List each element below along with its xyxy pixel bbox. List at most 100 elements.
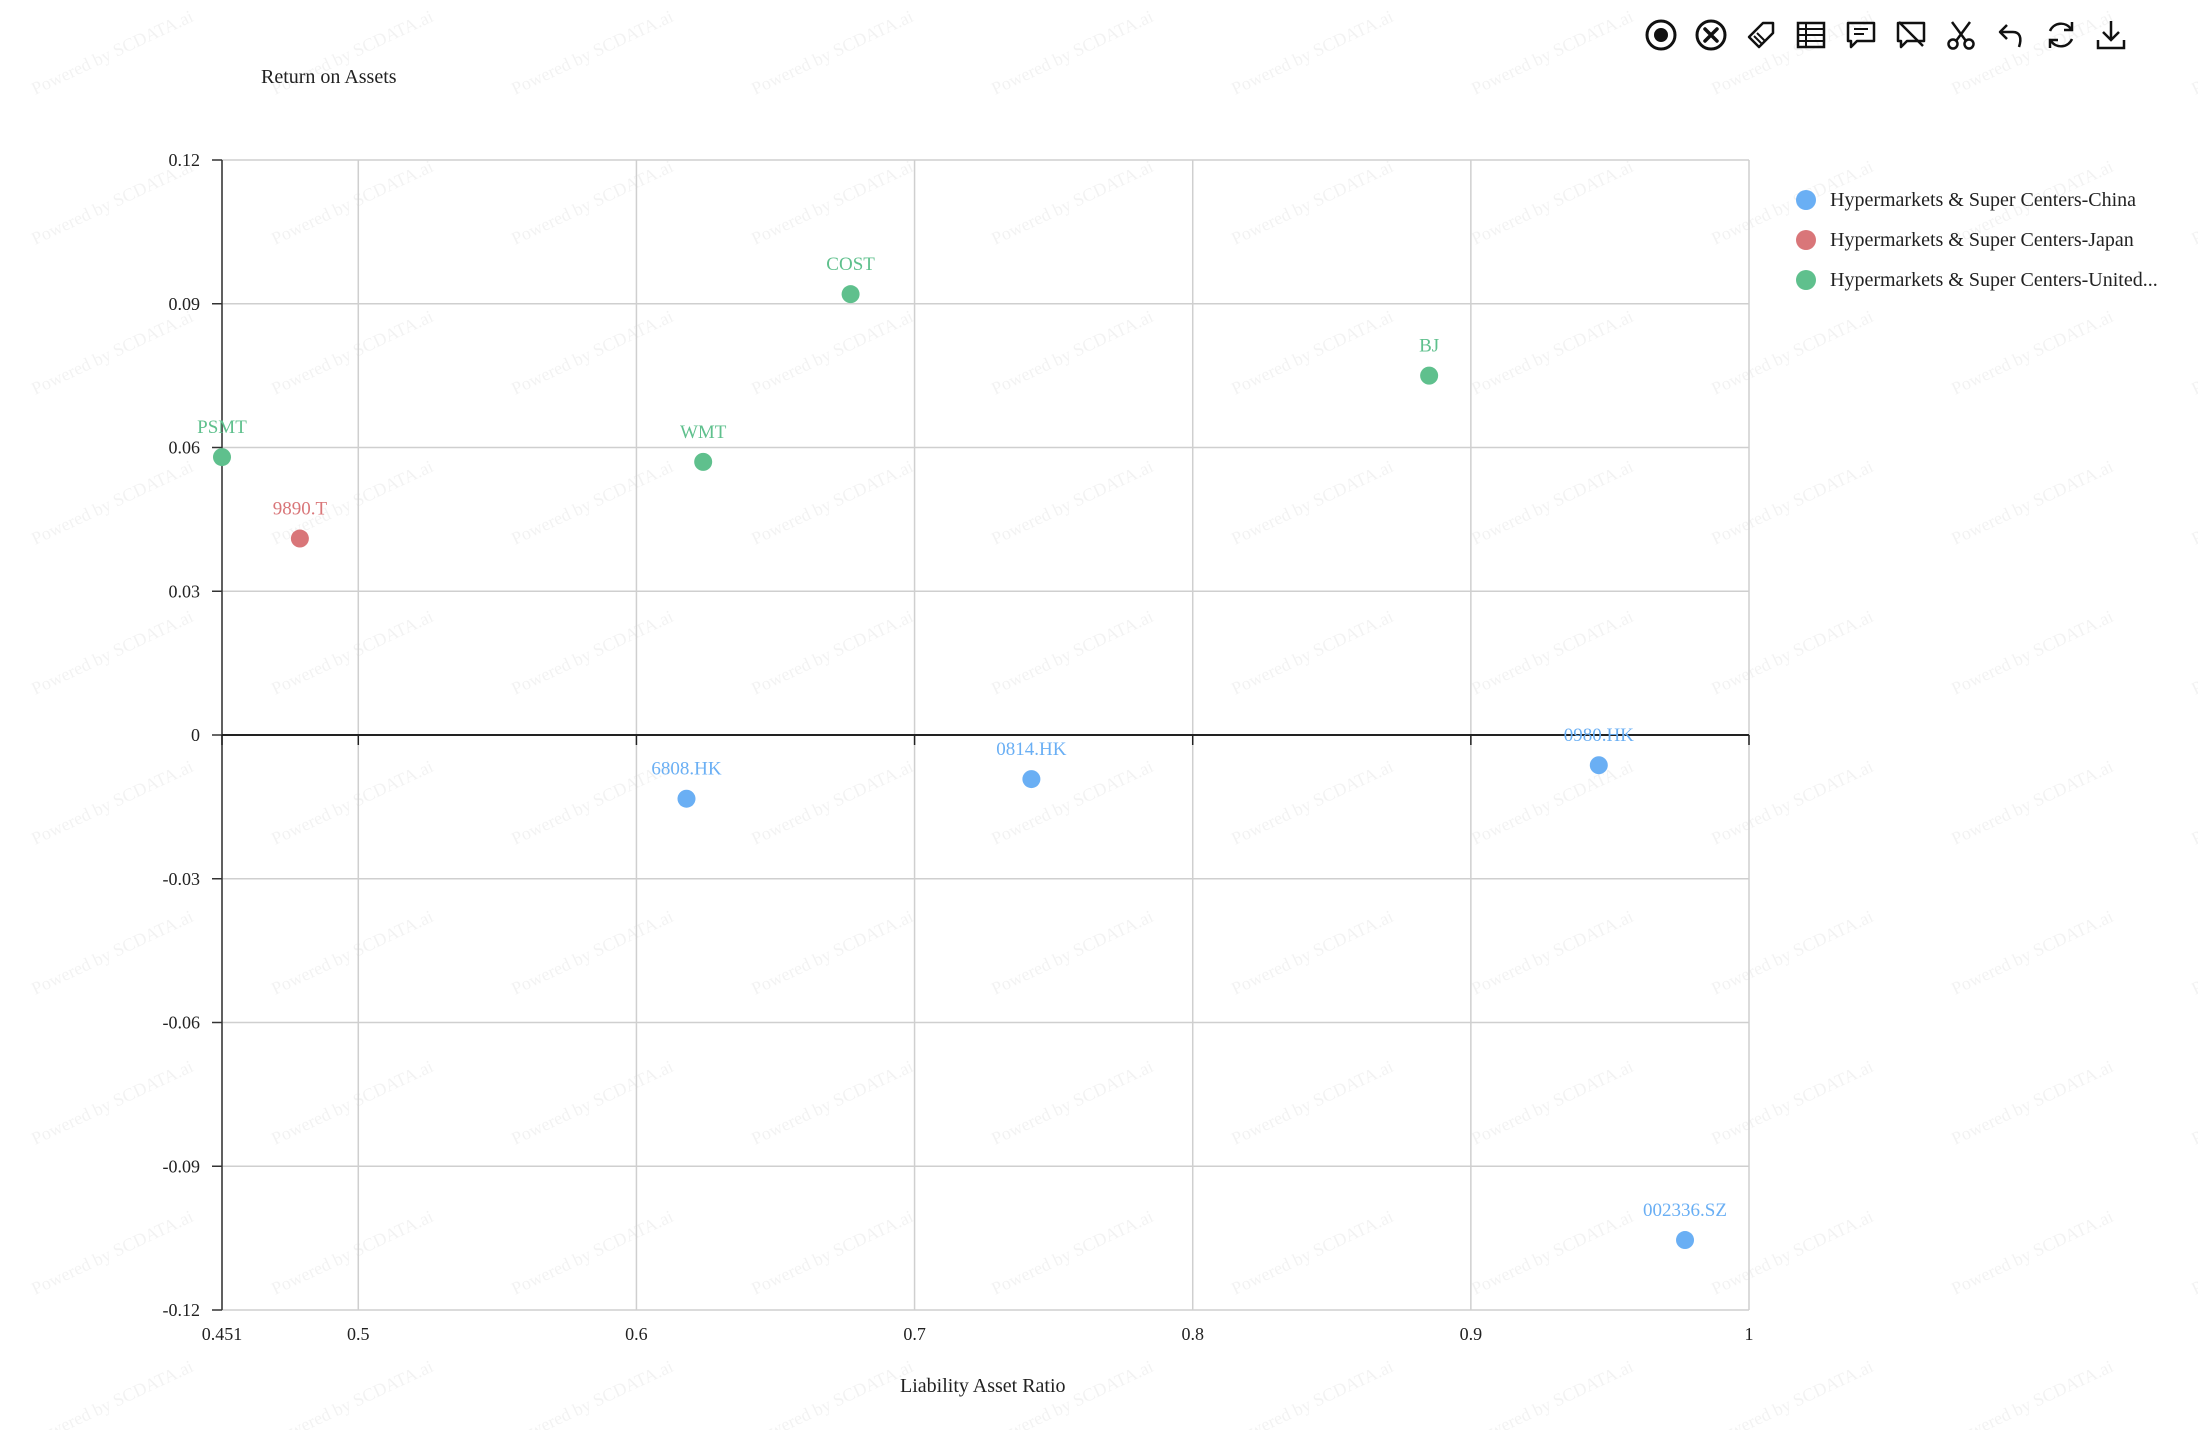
undo-icon[interactable] bbox=[1986, 10, 2036, 60]
data-point[interactable] bbox=[1589, 756, 1608, 775]
watermark-text: Powered by SCDATA.ai bbox=[1948, 756, 2116, 849]
watermark-text: Powered by SCDATA.ai bbox=[2188, 156, 2198, 249]
watermark-text: Powered by SCDATA.ai bbox=[28, 456, 196, 549]
watermark-text: Powered by SCDATA.ai bbox=[748, 1356, 916, 1430]
x-tick-label: 0.8 bbox=[1181, 1324, 1204, 1344]
watermark-text: Powered by SCDATA.ai bbox=[2188, 6, 2198, 99]
y-axis-title: Return on Assets bbox=[261, 66, 397, 88]
target-icon[interactable] bbox=[1636, 10, 1686, 60]
x-tick-label: 0.5 bbox=[347, 1324, 370, 1344]
data-label: COST bbox=[826, 254, 875, 275]
legend-marker bbox=[1796, 230, 1816, 250]
legend-label: Hypermarkets & Super Centers-China bbox=[1830, 188, 2137, 211]
data-label: 0980.HK bbox=[1564, 725, 1634, 746]
watermark-text: Powered by SCDATA.ai bbox=[1708, 756, 1876, 849]
data-point[interactable] bbox=[841, 285, 860, 304]
legend-marker bbox=[1796, 270, 1816, 290]
watermark-text: Powered by SCDATA.ai bbox=[268, 306, 436, 399]
watermark-text: Powered by SCDATA.ai bbox=[1708, 906, 1876, 999]
y-tick-label: 0.03 bbox=[169, 581, 201, 601]
x-axis-title: Liability Asset Ratio bbox=[900, 1375, 1066, 1397]
watermark-text: Powered by SCDATA.ai bbox=[748, 1206, 916, 1299]
data-label: 0814.HK bbox=[996, 739, 1066, 760]
download-icon[interactable] bbox=[2086, 10, 2136, 60]
watermark-text: Powered by SCDATA.ai bbox=[748, 1056, 916, 1149]
tag-icon[interactable] bbox=[1736, 10, 1786, 60]
watermark-text: Powered by SCDATA.ai bbox=[1228, 606, 1396, 699]
data-point[interactable] bbox=[1420, 366, 1439, 385]
watermark-text: Powered by SCDATA.ai bbox=[268, 1056, 436, 1149]
data-point[interactable] bbox=[694, 452, 713, 471]
watermark-text: Powered by SCDATA.ai bbox=[1708, 1356, 1876, 1430]
x-tick-label: 0.9 bbox=[1460, 1324, 1483, 1344]
watermark-text: Powered by SCDATA.ai bbox=[1948, 306, 2116, 399]
watermark-text: Powered by SCDATA.ai bbox=[2188, 756, 2198, 849]
data-point[interactable] bbox=[1676, 1231, 1695, 1250]
watermark-text: Powered by SCDATA.ai bbox=[1468, 606, 1636, 699]
watermark-text: Powered by SCDATA.ai bbox=[268, 1356, 436, 1430]
legend-item[interactable]: Hypermarkets & Super Centers-Japan bbox=[1796, 220, 2158, 260]
watermark-text: Powered by SCDATA.ai bbox=[2188, 306, 2198, 399]
watermark-text: Powered by SCDATA.ai bbox=[1708, 1056, 1876, 1149]
watermark-text: Powered by SCDATA.ai bbox=[1228, 756, 1396, 849]
watermark-text: Powered by SCDATA.ai bbox=[988, 1206, 1156, 1299]
data-point[interactable] bbox=[1022, 770, 1041, 789]
watermark-text: Powered by SCDATA.ai bbox=[748, 306, 916, 399]
watermark-text: Powered by SCDATA.ai bbox=[2188, 456, 2198, 549]
legend-label: Hypermarkets & Super Centers-United... bbox=[1830, 268, 2158, 291]
table-icon[interactable] bbox=[1786, 10, 1836, 60]
watermark-text: Powered by SCDATA.ai bbox=[1708, 306, 1876, 399]
watermark-text: Powered by SCDATA.ai bbox=[748, 756, 916, 849]
no-comment-icon[interactable] bbox=[1886, 10, 1936, 60]
data-point[interactable] bbox=[213, 448, 231, 467]
watermark-text: Powered by SCDATA.ai bbox=[508, 306, 676, 399]
y-tick-label: -0.09 bbox=[163, 1156, 201, 1176]
watermark-text: Powered by SCDATA.ai bbox=[1948, 456, 2116, 549]
data-label: 9890.T bbox=[273, 499, 328, 520]
data-label: 6808.HK bbox=[651, 759, 721, 780]
watermark-text: Powered by SCDATA.ai bbox=[988, 306, 1156, 399]
watermark-text: Powered by SCDATA.ai bbox=[1468, 906, 1636, 999]
watermark-text: Powered by SCDATA.ai bbox=[1708, 1206, 1876, 1299]
legend-item[interactable]: Hypermarkets & Super Centers-United... bbox=[1796, 260, 2158, 300]
watermark-text: Powered by SCDATA.ai bbox=[268, 756, 436, 849]
watermark-text: Powered by SCDATA.ai bbox=[988, 756, 1156, 849]
watermark-text: Powered by SCDATA.ai bbox=[1468, 6, 1636, 99]
watermark-text: Powered by SCDATA.ai bbox=[1948, 1056, 2116, 1149]
watermark-text: Powered by SCDATA.ai bbox=[28, 306, 196, 399]
watermark-text: Powered by SCDATA.ai bbox=[1468, 756, 1636, 849]
watermark-text: Powered by SCDATA.ai bbox=[1708, 606, 1876, 699]
refresh-icon[interactable] bbox=[2036, 10, 2086, 60]
watermark-text: Powered by SCDATA.ai bbox=[508, 1206, 676, 1299]
watermark-text: Powered by SCDATA.ai bbox=[1948, 606, 2116, 699]
watermark-text: Powered by SCDATA.ai bbox=[268, 906, 436, 999]
legend-item[interactable]: Hypermarkets & Super Centers-China bbox=[1796, 180, 2158, 220]
watermark-text: Powered by SCDATA.ai bbox=[1228, 1356, 1396, 1430]
watermark-text: Powered by SCDATA.ai bbox=[28, 1056, 196, 1149]
data-points bbox=[213, 285, 1695, 1250]
watermark-text: Powered by SCDATA.ai bbox=[988, 1056, 1156, 1149]
watermark-text: Powered by SCDATA.ai bbox=[1468, 306, 1636, 399]
close-circle-icon[interactable] bbox=[1686, 10, 1736, 60]
data-point[interactable] bbox=[677, 789, 696, 808]
x-tick-label: 0.451 bbox=[202, 1324, 243, 1344]
watermark-text: Powered by SCDATA.ai bbox=[1468, 156, 1636, 249]
watermark-text: Powered by SCDATA.ai bbox=[1468, 1356, 1636, 1430]
comment-icon[interactable] bbox=[1836, 10, 1886, 60]
watermark-text: Powered by SCDATA.ai bbox=[508, 156, 676, 249]
data-point[interactable] bbox=[290, 529, 309, 548]
watermark-text: Powered by SCDATA.ai bbox=[2188, 1056, 2198, 1149]
watermark-text: Powered by SCDATA.ai bbox=[508, 1056, 676, 1149]
watermark-text: Powered by SCDATA.ai bbox=[1948, 1206, 2116, 1299]
watermark-text: Powered by SCDATA.ai bbox=[1228, 6, 1396, 99]
watermark-text: Powered by SCDATA.ai bbox=[2188, 606, 2198, 699]
chart-toolbar bbox=[1636, 10, 2136, 60]
watermark-text: Powered by SCDATA.ai bbox=[1708, 456, 1876, 549]
watermark-text: Powered by SCDATA.ai bbox=[28, 6, 196, 99]
watermark-text: Powered by SCDATA.ai bbox=[2188, 1356, 2198, 1430]
watermark-text: Powered by SCDATA.ai bbox=[28, 606, 196, 699]
watermark-text: Powered by SCDATA.ai bbox=[508, 6, 676, 99]
data-label: PSMT bbox=[197, 417, 247, 438]
scissors-icon[interactable] bbox=[1936, 10, 1986, 60]
y-tick-label: -0.06 bbox=[163, 1013, 201, 1033]
